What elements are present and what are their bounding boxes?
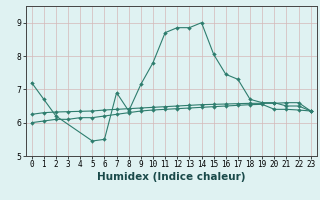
X-axis label: Humidex (Indice chaleur): Humidex (Indice chaleur): [97, 172, 245, 182]
